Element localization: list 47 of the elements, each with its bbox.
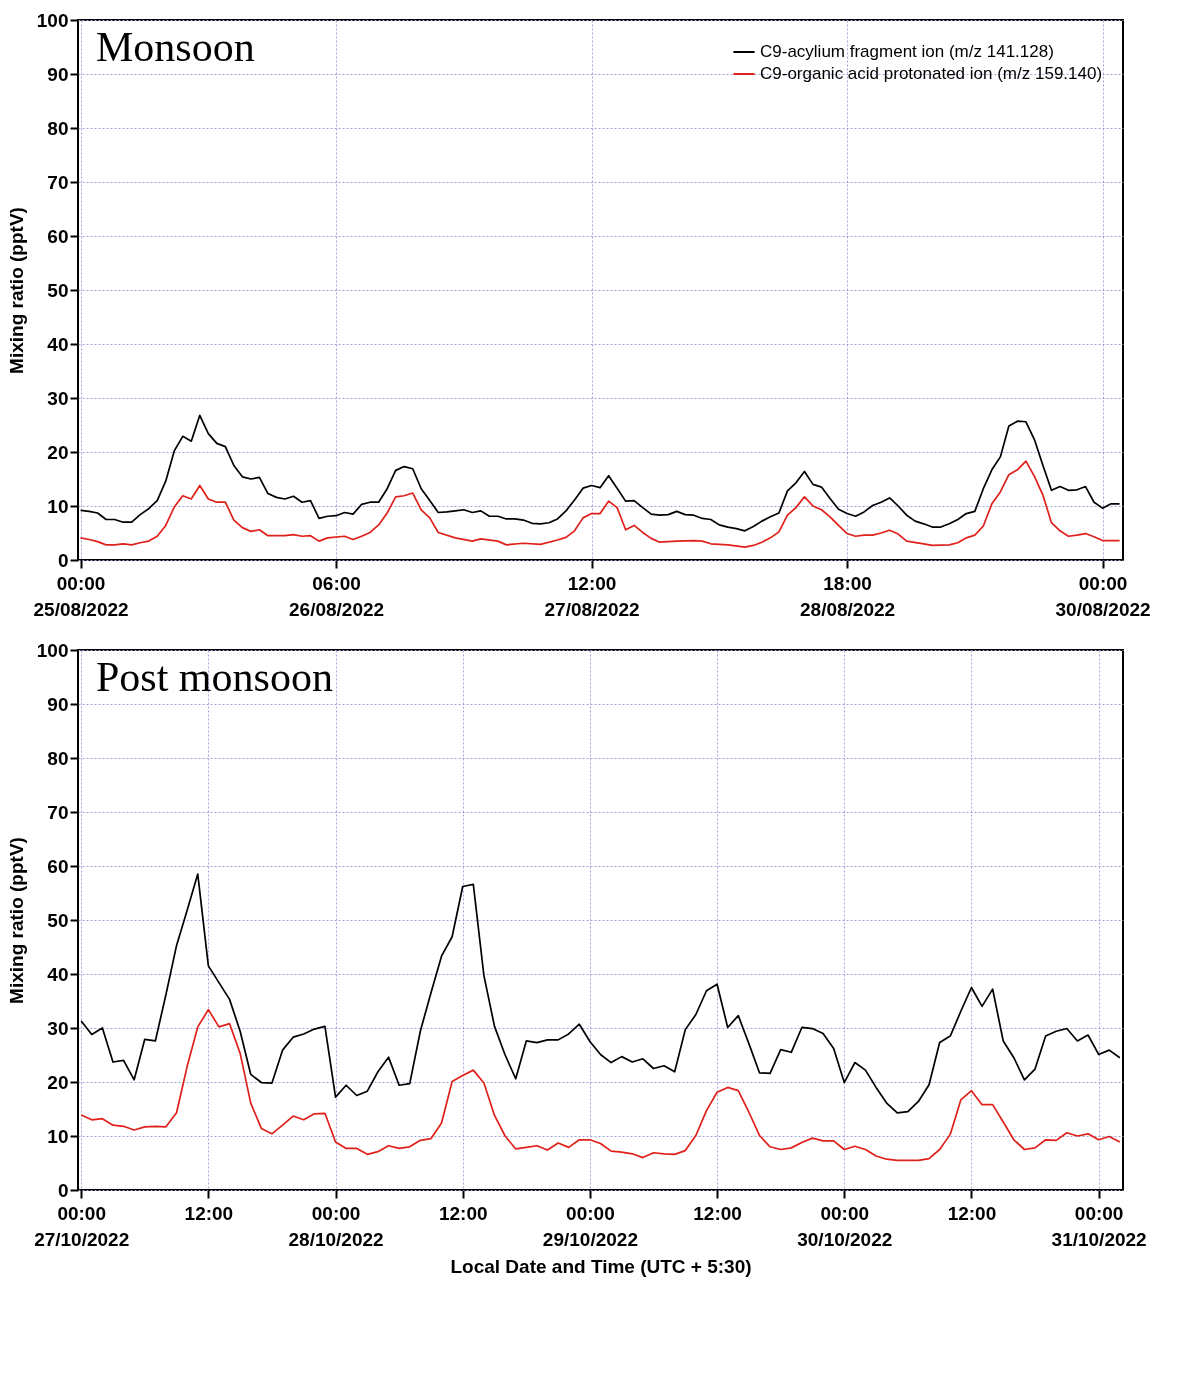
x-tick-label: 06:00 26/08/2022: [289, 572, 385, 620]
y-tick-label: 50: [47, 909, 69, 931]
y-axis-title: Mixing ratio (pptV): [5, 837, 27, 1004]
y-tick-label: 80: [47, 117, 69, 139]
x-tick-label: 12:00: [184, 1202, 234, 1224]
y-tick-label: 20: [47, 1071, 69, 1093]
y-tick-label: 90: [47, 693, 69, 715]
y-tick-label: 0: [57, 1179, 69, 1201]
y-tick-label: 100: [36, 639, 69, 661]
y-tick-label: 80: [47, 747, 69, 769]
y-tick-label: 60: [47, 855, 69, 877]
x-tick-label: 00:00 29/10/2022: [542, 1202, 638, 1250]
y-tick-label: 30: [47, 1017, 69, 1039]
x-tick-label: 12:00: [947, 1202, 997, 1224]
x-tick-label: 00:00 31/10/2022: [1051, 1202, 1147, 1250]
x-tick-label: 00:00 30/08/2022: [1055, 572, 1151, 620]
line-series: [79, 414, 1121, 532]
line-series: [79, 460, 1121, 548]
y-tick-label: 70: [47, 801, 69, 823]
x-axis-title: Local Date and Time (UTC + 5:30): [450, 1255, 752, 1277]
x-tick-label: 12:00 27/08/2022: [544, 572, 640, 620]
line-series: [80, 873, 1121, 1114]
x-tick-label: 00:00 25/08/2022: [33, 572, 129, 620]
legend-label: C9-acylium fragment ion (m/z 141.128): [760, 42, 1054, 61]
chart-title: Monsoon: [96, 24, 255, 70]
y-tick-label: 60: [47, 225, 69, 247]
x-tick-label: 12:00: [438, 1202, 488, 1224]
y-tick-label: 40: [47, 333, 69, 355]
y-tick-label: 20: [47, 441, 69, 463]
x-tick-label: 18:00 28/08/2022: [800, 572, 896, 620]
y-tick-label: 70: [47, 171, 69, 193]
x-tick-label: 00:00 27/10/2022: [34, 1202, 130, 1250]
y-tick-label: 0: [57, 549, 69, 571]
x-tick-label: 12:00: [693, 1202, 742, 1224]
y-tick-label: 30: [47, 387, 69, 409]
y-tick-label: 10: [47, 495, 69, 517]
y-tick-label: 50: [47, 279, 69, 301]
x-tick-label: 00:00 28/10/2022: [288, 1202, 384, 1250]
y-tick-label: 100: [36, 9, 69, 31]
line-series: [80, 1008, 1121, 1162]
x-tick-label: 00:00 30/10/2022: [797, 1202, 893, 1250]
y-tick-label: 10: [47, 1125, 69, 1147]
chart-title: Post monsoon: [96, 654, 333, 700]
y-axis-title: Mixing ratio (pptV): [5, 207, 27, 374]
y-tick-label: 40: [47, 963, 69, 985]
y-tick-label: 90: [47, 63, 69, 85]
legend-label: C9-organic acid protonated ion (m/z 159.140): [760, 64, 1103, 83]
